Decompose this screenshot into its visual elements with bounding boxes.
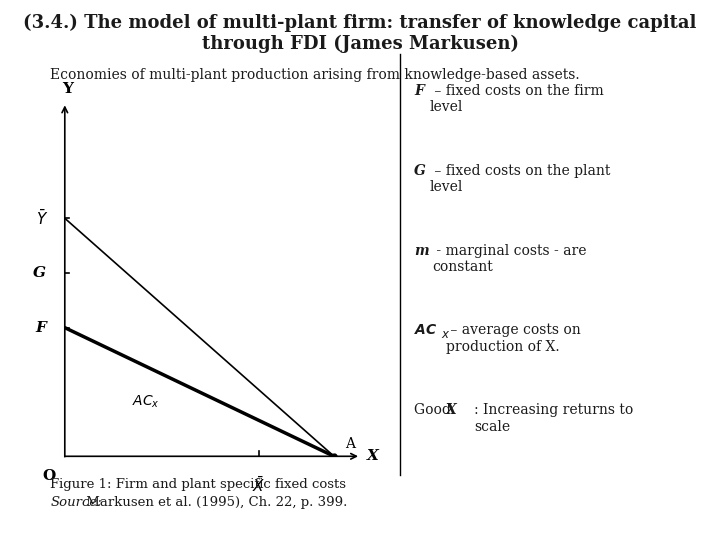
- Text: - marginal costs - are
constant: - marginal costs - are constant: [432, 244, 587, 274]
- Text: $\mathbfit{AC}$: $\mathbfit{AC}$: [414, 323, 438, 338]
- Text: $\bar{X}$: $\bar{X}$: [252, 476, 266, 495]
- Text: Y: Y: [62, 82, 73, 96]
- Text: : Increasing returns to
scale: : Increasing returns to scale: [474, 403, 633, 434]
- Text: F: F: [414, 84, 424, 98]
- Text: (3.4.) The model of multi-plant firm: transfer of knowledge capital: (3.4.) The model of multi-plant firm: tr…: [23, 14, 697, 32]
- Text: G: G: [414, 164, 426, 178]
- Text: O: O: [42, 469, 55, 483]
- Text: $AC_x$: $AC_x$: [132, 394, 159, 410]
- Text: A: A: [345, 437, 355, 451]
- Text: $x$: $x$: [441, 328, 451, 341]
- Text: Figure 1: Firm and plant specific fixed costs: Figure 1: Firm and plant specific fixed …: [50, 478, 346, 491]
- Text: Economies of multi-plant production arising from knowledge-based assets.: Economies of multi-plant production aris…: [50, 68, 580, 82]
- Text: X: X: [446, 403, 456, 417]
- Text: Markusen et al. (1995), Ch. 22, p. 399.: Markusen et al. (1995), Ch. 22, p. 399.: [82, 496, 348, 509]
- Text: – fixed costs on the firm
level: – fixed costs on the firm level: [430, 84, 603, 114]
- Text: m: m: [414, 244, 428, 258]
- Text: X: X: [366, 449, 378, 463]
- Text: G: G: [33, 266, 46, 280]
- Text: – fixed costs on the plant
level: – fixed costs on the plant level: [430, 164, 611, 194]
- Text: through FDI (James Markusen): through FDI (James Markusen): [202, 35, 518, 53]
- Text: Source:: Source:: [50, 496, 102, 509]
- Text: F: F: [35, 321, 46, 335]
- Text: – average costs on
production of X.: – average costs on production of X.: [446, 323, 581, 354]
- Text: Good: Good: [414, 403, 455, 417]
- Text: $\bar{Y}$: $\bar{Y}$: [36, 209, 49, 228]
